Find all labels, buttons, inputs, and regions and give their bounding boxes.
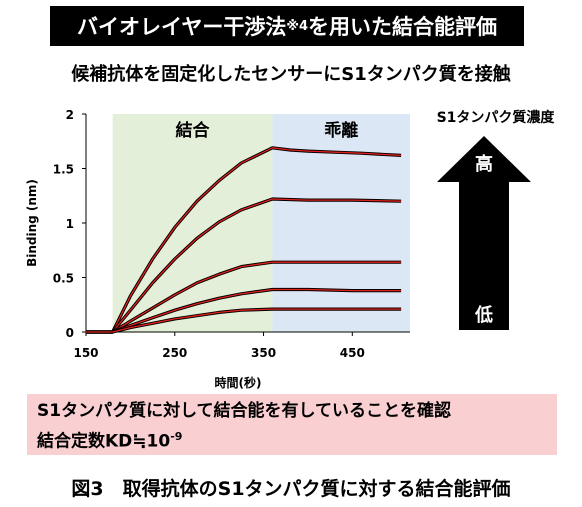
y-axis-label: Binding (nm) (25, 179, 39, 267)
series-fit-line-3 (86, 261, 402, 333)
arrow-high-label: 高 (475, 154, 493, 175)
banner: バイオレイヤー干渉法 ※4 を用いた結合能評価 (50, 6, 524, 46)
result-line-2: 結合定数KD≒10-9 (37, 424, 547, 455)
series-fit-line-1 (86, 147, 402, 333)
series-fit-line-5 (86, 308, 402, 333)
banner-footnote: ※4 (286, 18, 309, 34)
subtitle: 候補抗体を固定化したセンサーにS1タンパク質を接触 (71, 64, 511, 85)
result-box: S1タンパク質に対して結合能を有していることを確認 結合定数KD≒10-9 (27, 394, 557, 455)
phase-region-2 (272, 114, 410, 332)
banner-suffix: を用いた結合能評価 (308, 15, 498, 39)
phase-region-1 (112, 114, 273, 332)
y-tick-label-3: 1.5 (53, 163, 74, 177)
concentration-label: S1タンパク質濃度 (436, 110, 555, 126)
phase-label-2: 乖離 (324, 120, 358, 141)
phase-label-1: 結合 (176, 120, 211, 141)
y-tick-label-2: 1 (66, 217, 74, 231)
series-fit-line-4 (86, 288, 402, 333)
result-kd-exponent: -9 (170, 430, 183, 443)
binding-chart: 結合 乖離 0 0.5 1 1.5 2 150 250 350 450 時間(秒) Binding (n… (25, 108, 410, 390)
concentration-arrow-icon (437, 136, 531, 330)
series-fit-line-2 (86, 198, 402, 333)
arrow-low-label: 低 (475, 305, 493, 326)
y-tick-label-4: 2 (66, 108, 74, 122)
x-axis-label: 時間(秒) (215, 375, 262, 390)
figure-caption: 図3 取得抗体のS1タンパク質に対する結合能評価 (71, 478, 511, 500)
x-tick-label-1: 250 (162, 346, 187, 360)
x-tick-label-2: 350 (251, 346, 276, 360)
banner-text: バイオレイヤー干渉法 (76, 15, 287, 39)
x-tick-label-3: 450 (340, 346, 365, 360)
result-kd: 結合定数KD≒10 (37, 431, 171, 452)
y-tick-label-1: 0.5 (53, 272, 74, 286)
result-line-1: S1タンパク質に対して結合能を有していることを確認 (37, 401, 452, 421)
x-tick-label-0: 150 (73, 346, 98, 360)
y-tick-label-0: 0 (66, 326, 74, 340)
